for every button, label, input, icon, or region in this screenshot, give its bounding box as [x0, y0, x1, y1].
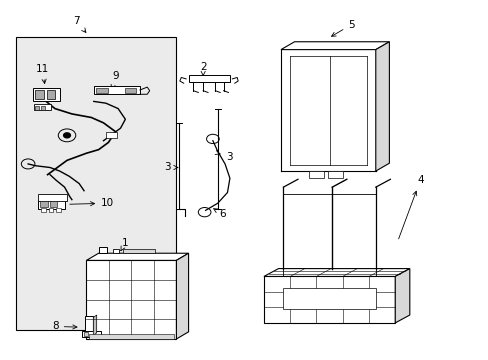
- Bar: [46, 90, 55, 99]
- Polygon shape: [281, 42, 388, 50]
- Text: 7: 7: [73, 16, 86, 32]
- Text: 2: 2: [200, 63, 206, 76]
- Text: 6: 6: [213, 209, 225, 219]
- Bar: [56, 208, 61, 212]
- Bar: [188, 75, 229, 82]
- Polygon shape: [394, 269, 409, 323]
- Bar: [309, 171, 324, 178]
- Bar: [40, 201, 47, 207]
- Bar: [16, 37, 176, 330]
- Bar: [84, 316, 93, 336]
- Bar: [48, 208, 53, 212]
- Bar: [86, 260, 176, 339]
- Polygon shape: [86, 253, 188, 260]
- Bar: [41, 106, 45, 111]
- Bar: [113, 249, 119, 253]
- Bar: [125, 88, 136, 93]
- Polygon shape: [375, 42, 388, 171]
- Text: 3: 3: [163, 162, 178, 172]
- Polygon shape: [176, 253, 188, 339]
- Text: 9: 9: [111, 71, 119, 89]
- Bar: [264, 276, 394, 323]
- Bar: [50, 201, 57, 207]
- Text: 5: 5: [331, 19, 354, 36]
- Bar: [99, 247, 107, 253]
- Bar: [106, 132, 116, 138]
- Text: 11: 11: [36, 64, 49, 84]
- Bar: [122, 249, 154, 253]
- Bar: [38, 200, 64, 208]
- Bar: [94, 86, 140, 94]
- Text: 1: 1: [121, 238, 128, 251]
- Bar: [84, 332, 88, 336]
- Bar: [283, 288, 375, 309]
- Bar: [38, 194, 67, 202]
- Text: 4: 4: [398, 175, 423, 239]
- Bar: [96, 88, 108, 93]
- Text: 3: 3: [215, 150, 232, 162]
- Text: 10: 10: [70, 198, 114, 208]
- Polygon shape: [93, 315, 97, 336]
- Polygon shape: [264, 269, 409, 276]
- Bar: [41, 208, 45, 212]
- Text: 8: 8: [52, 321, 77, 332]
- Bar: [328, 171, 342, 178]
- Bar: [35, 106, 39, 111]
- Bar: [34, 104, 51, 111]
- Bar: [33, 88, 60, 102]
- Circle shape: [63, 133, 70, 138]
- Bar: [35, 90, 44, 99]
- Bar: [89, 334, 174, 339]
- Bar: [81, 331, 101, 337]
